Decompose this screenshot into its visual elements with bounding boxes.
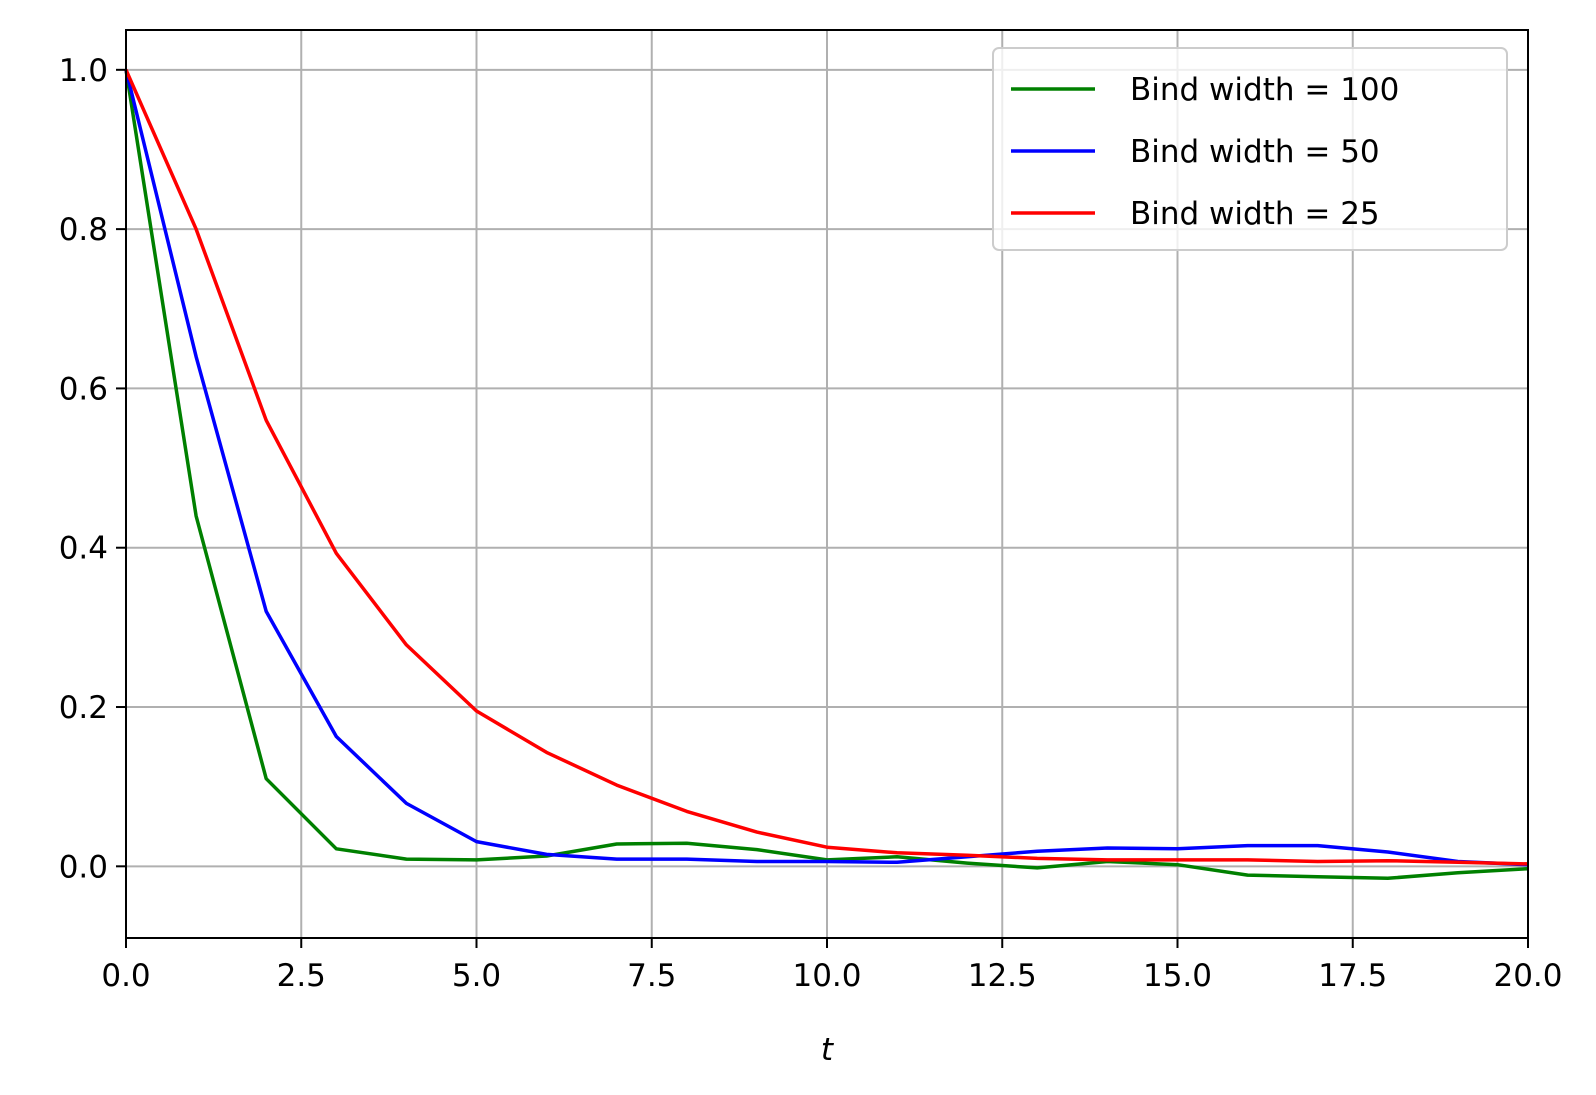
x-tick-label: 2.5 bbox=[277, 958, 326, 994]
series-lines bbox=[124, 69, 1529, 881]
legend-label: Bind width = 50 bbox=[1130, 134, 1380, 170]
x-tick-label: 0.0 bbox=[101, 958, 150, 994]
legend-box bbox=[992, 47, 1508, 251]
legend-label: Bind width = 100 bbox=[1130, 72, 1399, 108]
y-tick-label: 1.0 bbox=[59, 53, 108, 89]
x-tick-label: 12.5 bbox=[968, 958, 1037, 994]
x-tick-label: 15.0 bbox=[1143, 958, 1212, 994]
legend: Bind width = 100 Bind width = 50 Bind widt… bbox=[992, 47, 1508, 251]
y-tick-label: 0.8 bbox=[59, 212, 108, 248]
y-tick-label: 0.6 bbox=[59, 371, 108, 407]
x-axis-label: t bbox=[821, 1032, 835, 1068]
x-tick-label: 20.0 bbox=[1493, 958, 1562, 994]
x-tick-label: 7.5 bbox=[627, 958, 676, 994]
series-line-3 bbox=[124, 69, 1529, 866]
x-tick-label: 5.0 bbox=[452, 958, 501, 994]
legend-label: Bind width = 25 bbox=[1130, 196, 1380, 232]
x-tick-label: 10.0 bbox=[792, 958, 861, 994]
x-tick-label: 17.5 bbox=[1318, 958, 1387, 994]
ticks: 0.0 2.5 5.0 7.5 10.0 12.5 15.0 17.5 20.0 0.0 0.2 0.… bbox=[59, 53, 1563, 994]
y-tick-label: 0.0 bbox=[59, 849, 108, 885]
series-line-2 bbox=[124, 69, 1529, 867]
y-tick-label: 0.4 bbox=[59, 531, 108, 567]
y-tick-label: 0.2 bbox=[59, 690, 108, 726]
